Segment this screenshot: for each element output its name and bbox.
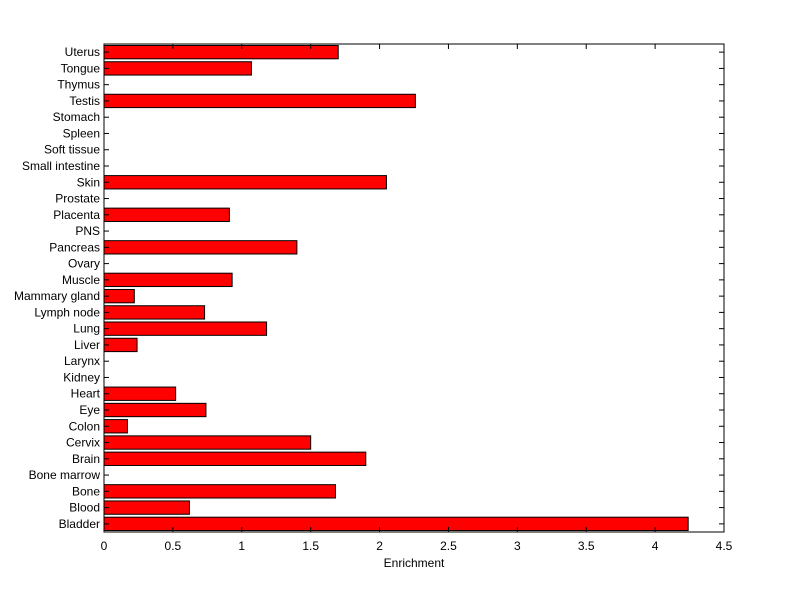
- y-tick-label: Soft tissue: [44, 143, 100, 157]
- y-tick-label: Testis: [69, 94, 100, 108]
- x-tick-label: 4.5: [716, 539, 733, 553]
- bar: [103, 305, 206, 320]
- y-tick-label: Colon: [69, 419, 100, 433]
- y-tick-label: Uterus: [65, 45, 100, 59]
- plot-area-frame: [103, 43, 725, 533]
- x-tick-label: 1: [238, 539, 245, 553]
- bar: [103, 451, 367, 466]
- bar: [103, 516, 689, 532]
- bar: [103, 207, 230, 222]
- x-tick-label: 1.5: [302, 539, 319, 553]
- y-tick-label: Tongue: [61, 61, 101, 75]
- y-tick-label: Spleen: [63, 126, 100, 140]
- y-tick-label: Bone: [72, 484, 100, 498]
- y-tick-label: Cervix: [66, 436, 100, 450]
- y-tick-label: PNS: [75, 224, 100, 238]
- x-axis-title: Enrichment: [384, 556, 445, 570]
- bar: [103, 321, 268, 336]
- y-tick-label: Kidney: [63, 370, 100, 384]
- bar: [103, 272, 233, 288]
- x-tick-label: 2: [376, 539, 383, 553]
- y-tick-label: Heart: [71, 387, 101, 401]
- bar: [103, 435, 312, 450]
- y-tick-label: Bladder: [59, 517, 100, 531]
- bar: [103, 93, 416, 109]
- y-axis-ticks: Bladder Blood Bone Bone marrow Brain Cervix Co…: [14, 45, 724, 531]
- y-tick-label: Eye: [79, 403, 100, 417]
- bar: [103, 175, 387, 190]
- bar: [103, 402, 207, 418]
- y-tick-label: Larynx: [64, 354, 100, 368]
- y-tick-label: Liver: [74, 338, 100, 352]
- y-tick-label: Thymus: [57, 78, 100, 92]
- x-tick-label: 3.5: [578, 539, 595, 553]
- bar: [103, 61, 252, 76]
- x-tick-label: 3: [514, 539, 521, 553]
- y-tick-label: Lung: [73, 322, 100, 336]
- y-tick-label: Skin: [77, 175, 100, 189]
- x-tick-label: 0: [101, 539, 108, 553]
- y-tick-label: Blood: [69, 501, 100, 515]
- y-tick-label: Pancreas: [49, 240, 100, 254]
- x-tick-label: 4: [652, 539, 659, 553]
- y-tick-label: Lymph node: [34, 305, 100, 319]
- y-tick-label: Brain: [72, 452, 100, 466]
- y-tick-label: Stomach: [53, 110, 100, 124]
- y-tick-label: Bone marrow: [29, 468, 101, 482]
- bar: [103, 44, 339, 60]
- bar: [103, 240, 298, 255]
- y-tick-label: Placenta: [53, 208, 100, 222]
- y-tick-label: Muscle: [62, 273, 100, 287]
- bar: [103, 500, 190, 515]
- bar: [103, 386, 177, 401]
- y-tick-label: Mammary gland: [14, 289, 100, 303]
- y-tick-label: Small intestine: [22, 159, 100, 173]
- x-tick-label: 2.5: [440, 539, 457, 553]
- y-tick-label: Prostate: [55, 192, 100, 206]
- bar: [103, 484, 336, 499]
- x-tick-label: 0.5: [165, 539, 182, 553]
- y-tick-label: Ovary: [68, 257, 100, 271]
